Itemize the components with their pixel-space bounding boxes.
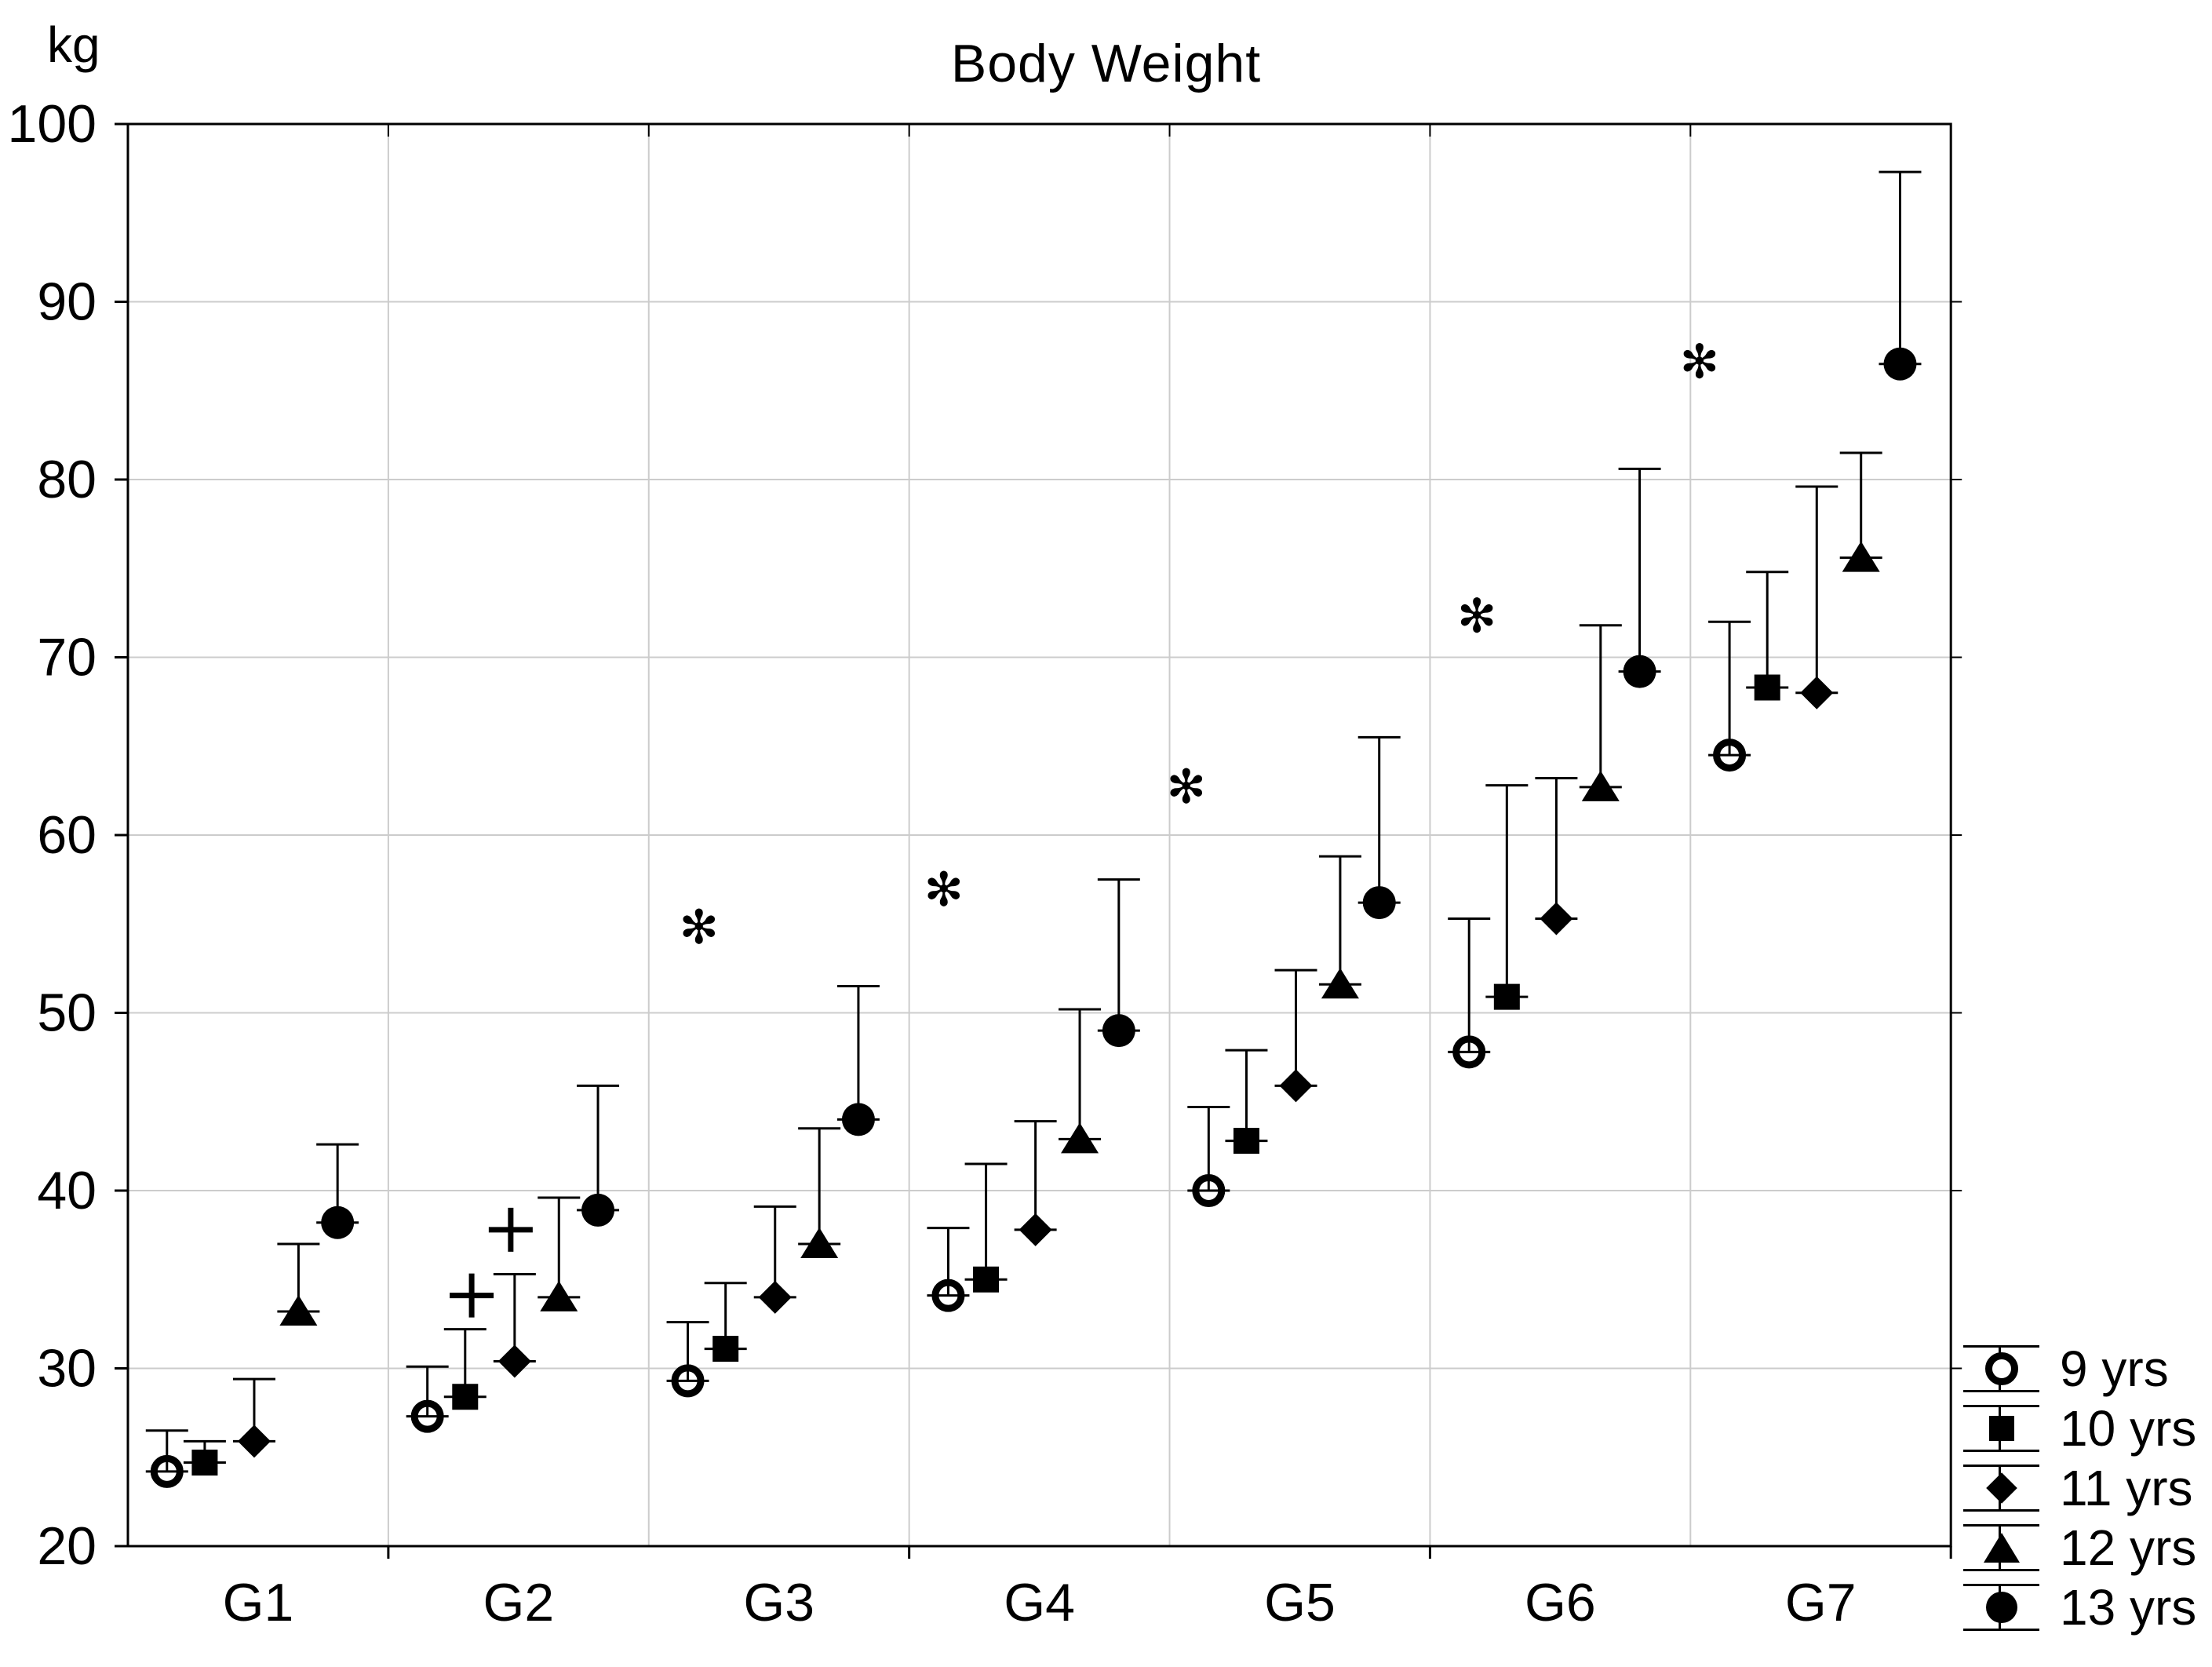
x-category-label-G5: G5 [1264,1573,1336,1632]
filled-triangle-icon [1983,1533,2020,1563]
x-category-label-G2: G2 [483,1573,554,1632]
legend-item-12yrs: 12 yrs [1963,1519,2196,1576]
y-tick-label: 30 [37,1339,97,1399]
y-tick-label: 80 [37,450,97,509]
legend-item-13yrs: 13 yrs [1963,1579,2196,1636]
open-circle-icon [1984,1352,2018,1385]
y-tick-label: 100 [8,94,97,154]
legend: 9 yrs 10 yrs 11 yrs 12 yrs 13 yrs [1963,1341,2196,1643]
legend-label: 10 yrs [2060,1400,2197,1457]
significance-asterisk-G4: ✻ [924,863,964,917]
filled-diamond-icon [1985,1472,2017,1504]
legend-item-9yrs: 9 yrs [1963,1341,2196,1397]
y-tick-label: 90 [37,272,97,332]
x-category-label-G7: G7 [1785,1573,1857,1632]
y-tick-label: 60 [37,805,97,865]
y-tick-label: 20 [37,1516,97,1576]
x-category-label-G1: G1 [223,1573,294,1632]
significance-asterisk-G6: ✻ [1457,589,1496,644]
significance-asterisk-G5: ✻ [1167,760,1206,815]
x-category-label-G4: G4 [1004,1573,1075,1632]
legend-sample-13yrs [1963,1584,2039,1631]
filled-circle-icon [1985,1592,2017,1623]
legend-item-11yrs: 11 yrs [1963,1460,2196,1516]
legend-sample-10yrs [1963,1405,2039,1452]
legend-label: 12 yrs [2060,1519,2197,1576]
x-category-label-G3: G3 [743,1573,814,1632]
legend-sample-9yrs [1963,1345,2039,1392]
x-category-label-G6: G6 [1525,1573,1596,1632]
y-tick-label: 40 [37,1161,97,1220]
y-axis-unit-label: kg [47,16,100,73]
y-tick-label: 70 [37,628,97,688]
legend-sample-12yrs [1963,1524,2039,1571]
legend-sample-11yrs [1963,1465,2039,1512]
significance-asterisk-G7: ✻ [1680,335,1719,390]
legend-item-10yrs: 10 yrs [1963,1400,2196,1457]
legend-label: 11 yrs [2060,1460,2193,1516]
legend-label: 13 yrs [2060,1579,2197,1636]
chart-title: Body Weight [950,34,1262,93]
significance-asterisk-G3: ✻ [680,900,719,955]
legend-label: 9 yrs [2060,1341,2169,1397]
y-tick-label: 50 [37,983,97,1043]
filled-square-icon [1988,1416,2014,1441]
